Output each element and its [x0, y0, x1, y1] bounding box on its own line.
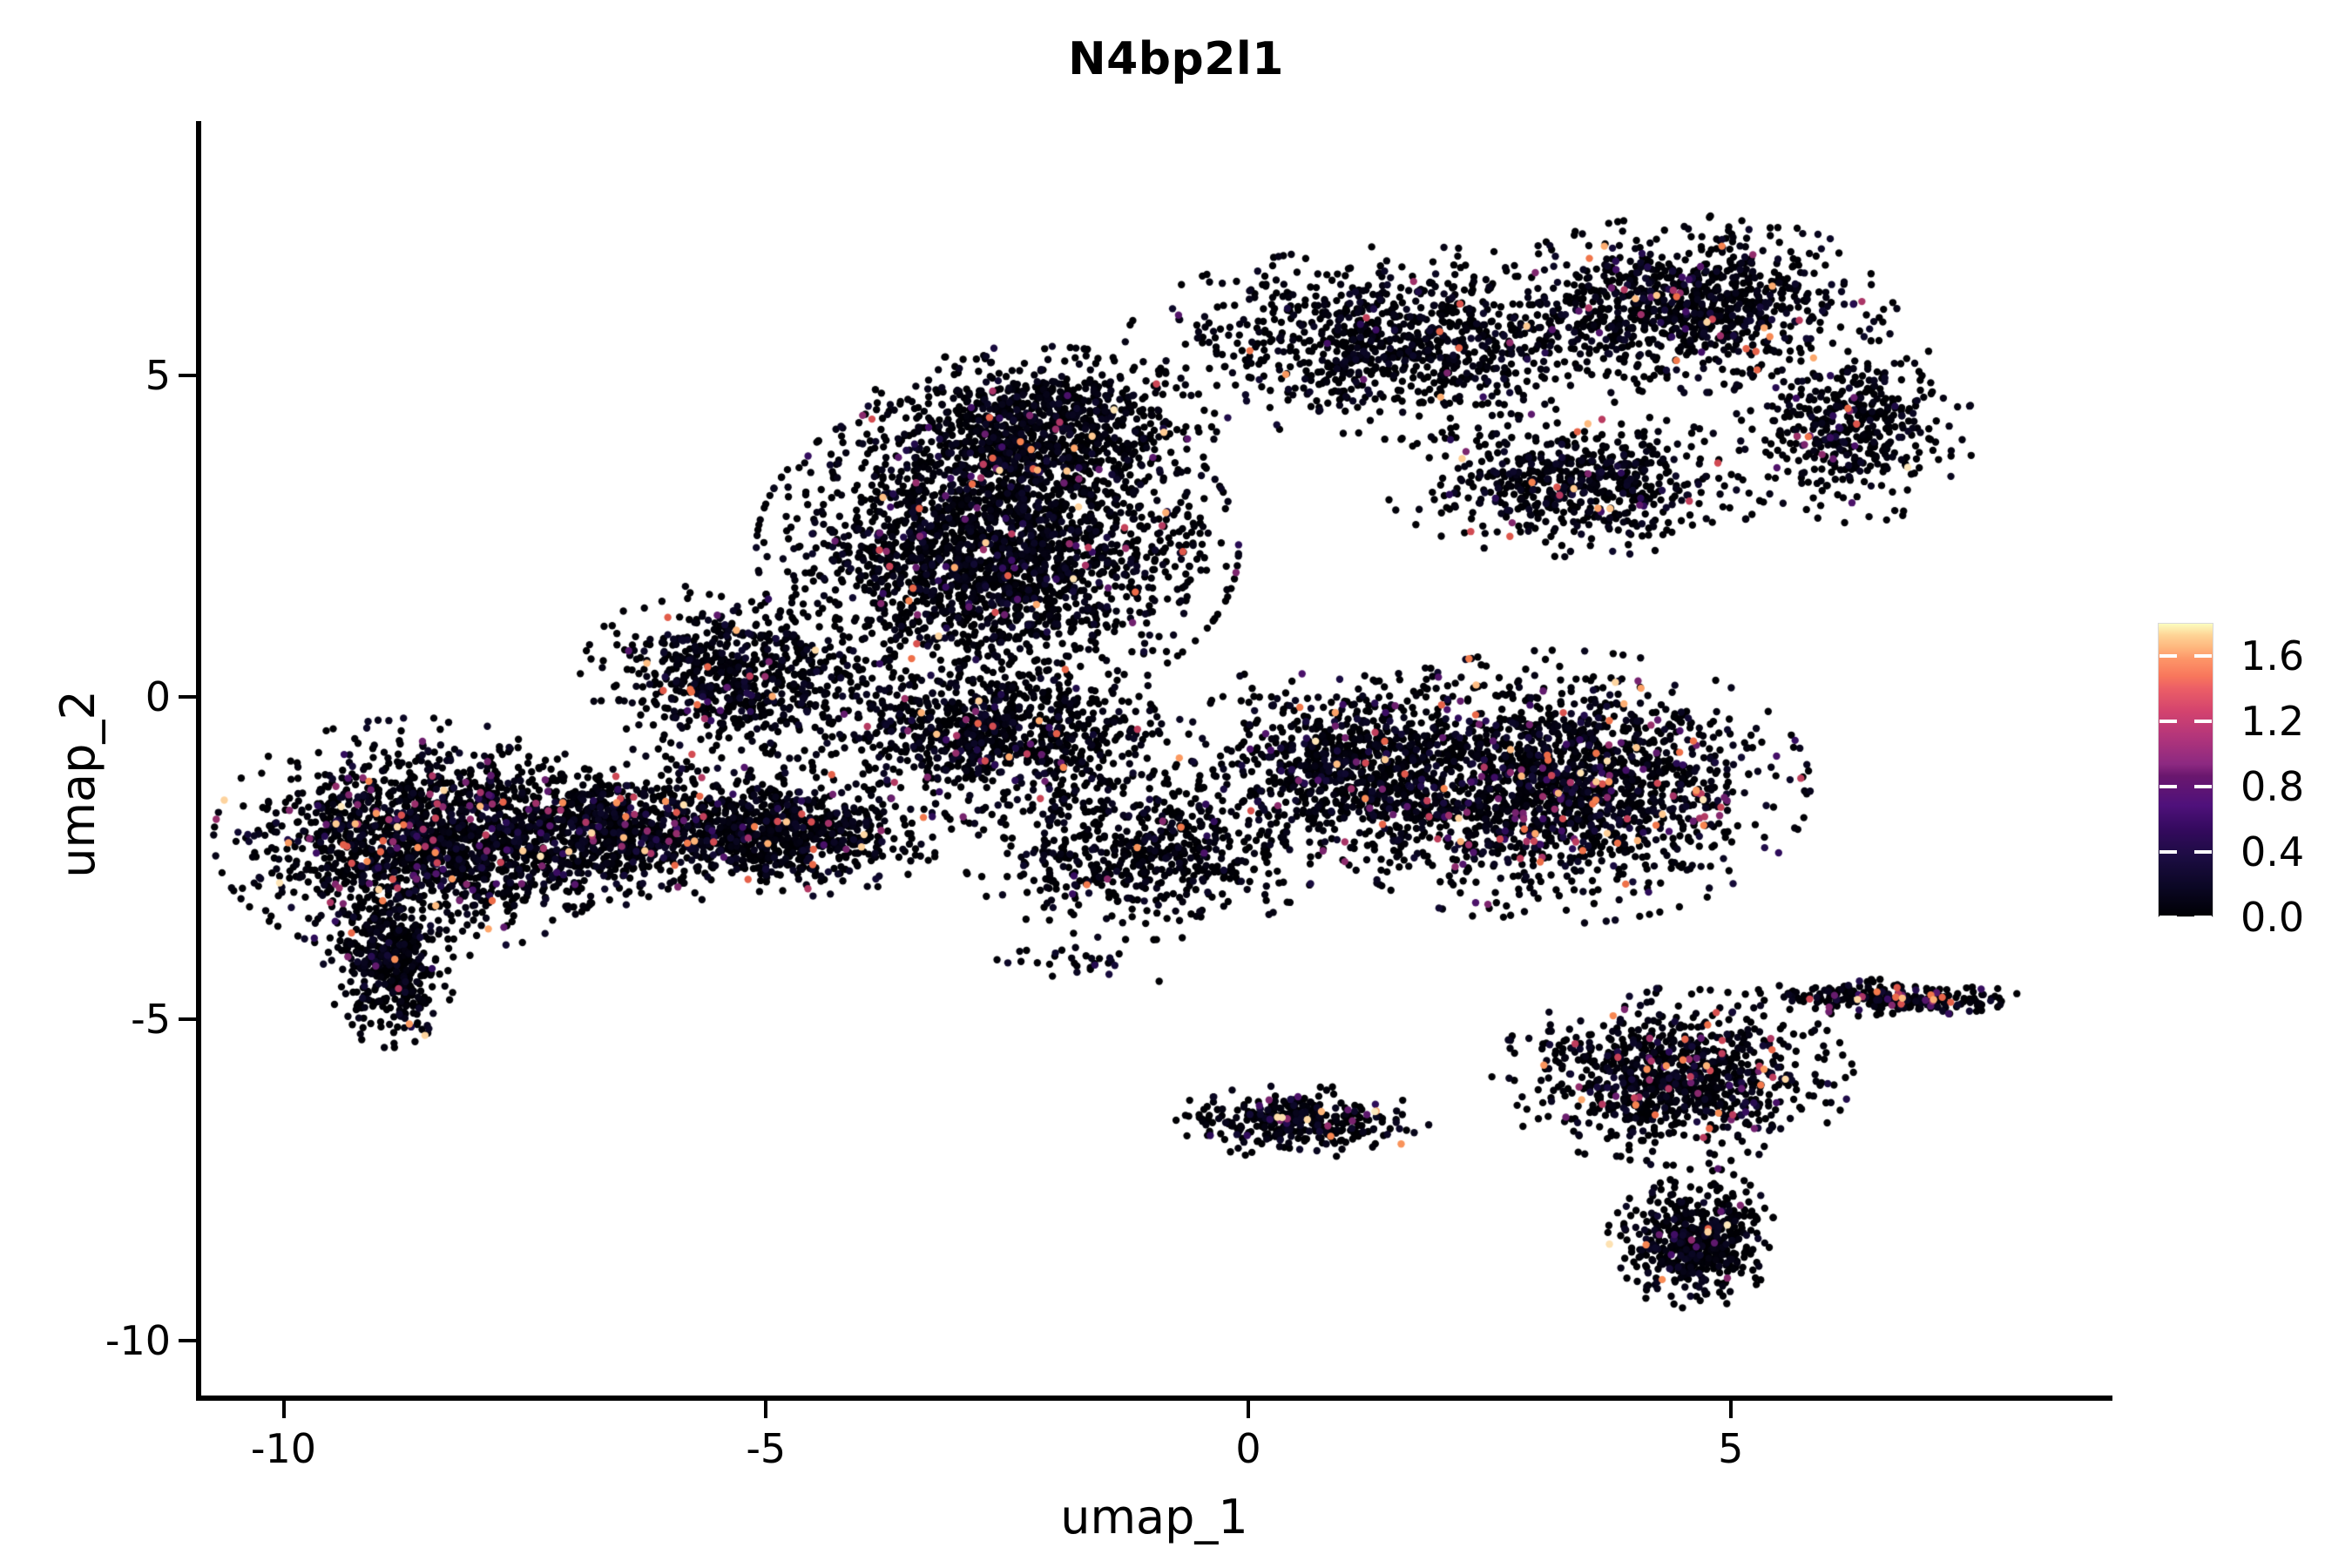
y-tick-mark	[179, 373, 196, 377]
scatter-points-layer	[199, 121, 2110, 1398]
colorbar-tick-mark	[2194, 916, 2212, 919]
colorbar-gradient	[2158, 623, 2213, 917]
y-tick-mark	[179, 1339, 196, 1342]
x-tick-label: -10	[250, 1425, 317, 1472]
y-tick-label: 0	[145, 673, 171, 720]
colorbar-tick-label: 1.6	[2240, 632, 2305, 679]
x-tick-label: 0	[1235, 1425, 1261, 1472]
y-tick-label: -10	[105, 1317, 171, 1364]
x-tick-label: -5	[746, 1425, 787, 1472]
colorbar-tick-mark	[2194, 653, 2212, 658]
plot-area[interactable]	[199, 121, 2110, 1398]
page-title: N4bp2l1	[1068, 33, 1284, 85]
x-axis-spine	[196, 1396, 2112, 1401]
colorbar-tick-mark	[2194, 784, 2212, 788]
x-tick-mark	[281, 1401, 286, 1418]
y-axis-spine	[196, 121, 201, 1401]
y-tick-mark	[179, 1017, 196, 1021]
colorbar-tick-mark	[2159, 653, 2177, 658]
x-tick-label: 5	[1718, 1425, 1744, 1472]
y-tick-mark	[179, 695, 196, 699]
colorbar-tick-mark	[2159, 719, 2177, 723]
colorbar-tick-mark	[2194, 719, 2212, 723]
colorbar-tick-label: 0.0	[2240, 894, 2305, 941]
colorbar-tick-mark	[2159, 916, 2177, 919]
x-tick-mark	[764, 1401, 768, 1418]
colorbar-tick-label: 1.2	[2240, 697, 2305, 745]
x-tick-mark	[1728, 1401, 1733, 1418]
colorbar-tick-label: 0.8	[2240, 762, 2305, 810]
x-axis-label: umap_1	[1060, 1490, 1248, 1544]
y-tick-label: 5	[145, 351, 171, 399]
x-tick-mark	[1247, 1401, 1250, 1418]
colorbar-tick-mark	[2159, 784, 2177, 788]
y-tick-label: -5	[131, 995, 171, 1043]
colorbar-tick-mark	[2159, 849, 2177, 854]
y-axis-label: umap_2	[51, 690, 105, 878]
colorbar-tick-mark	[2194, 849, 2212, 854]
colorbar-tick-label: 0.4	[2240, 828, 2305, 875]
